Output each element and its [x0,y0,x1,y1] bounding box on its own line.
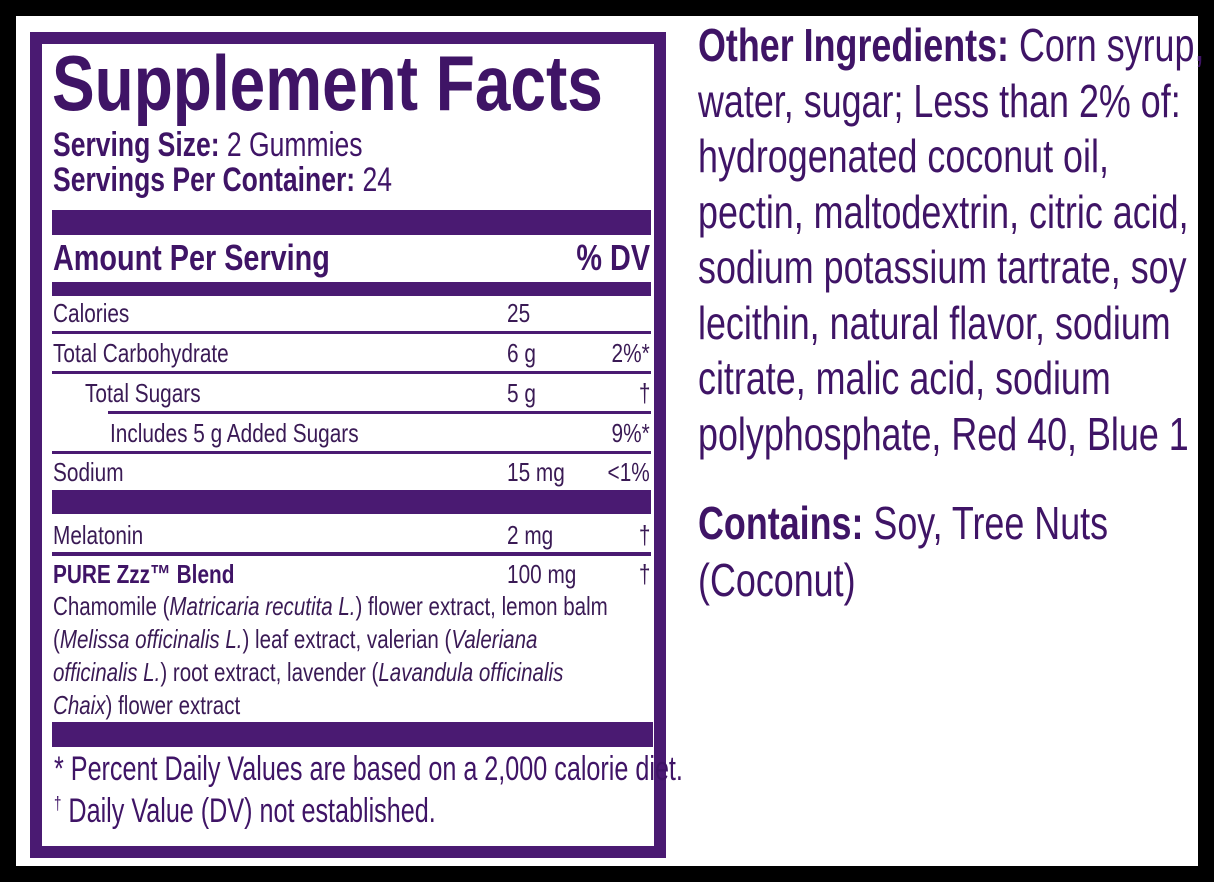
ingredients-text: Corn syrup, [1009,19,1205,71]
row-amount: 25 [507,298,531,328]
ingredients-text: pectin, maltodextrin, citric acid, [698,185,1189,238]
row-name: Sodium [53,457,124,487]
blend-description-line: (Melissa officinalis L.) leaf extract, v… [53,626,537,652]
facts-title: Supplement Facts [52,39,603,127]
dagger-mark: † [54,793,62,814]
latin-name: Chaix [53,690,106,720]
latin-name: Matricaria recutita L. [169,591,356,621]
servings-per-container-value: 24 [362,161,393,199]
supplement-facts-box [30,32,666,858]
servings-per-container-label: Servings Per Container: [53,161,356,199]
row-amount: 5 g [507,378,536,408]
footnote-text: Daily Value (DV) not established. [68,792,436,830]
contains-line: Contains: Soy, Tree Nuts [698,500,1108,546]
row-dv: <1% [607,457,650,487]
other-ingredients-line: citrate, malic acid, sodium [698,355,1111,401]
amount-per-serving-header: Amount Per Serving [53,237,330,278]
thick-divider [52,490,651,514]
serving-size-label: Serving Size: [53,126,220,164]
ingredients-text: water, sugar; Less than 2% of: [698,74,1181,127]
blend-text: ) flower extract [105,690,241,720]
other-ingredients-line: hydrogenated coconut oil, [698,133,1109,179]
latin-name: officinalis L. [53,657,161,687]
other-ingredients-line: polyphosphate, Red 40, Blue 1 [698,411,1189,457]
serving-size-value: 2 Gummies [226,126,363,164]
ingredients-text: sodium potassium tartrate, soy [698,241,1187,293]
row-name: PURE Zzz™ Blend [53,559,235,589]
thick-divider [52,210,651,235]
row-amount: 6 g [507,338,536,368]
row-name: Calories [53,298,130,328]
row-amount: 100 mg [507,559,577,589]
allergen-text: (Coconut) [698,554,856,606]
thin-divider [52,371,651,374]
row-name: Includes 5 g Added Sugars [110,418,359,448]
serving-size: Serving Size: 2 Gummies [53,128,363,162]
row-name: Total Carbohydrate [53,338,229,368]
row-amount: 15 mg [507,457,565,487]
thin-divider [108,411,651,414]
row-name: Total Sugars [85,378,201,408]
footnote-dv-not-established: † Daily Value (DV) not established. [54,794,436,828]
allergen-text: Soy, Tree Nuts [863,497,1109,549]
footnote-percent-dv: * Percent Daily Values are based on a 2,… [54,750,683,788]
thin-divider [52,552,651,556]
contains-label: Contains: [698,497,864,549]
ingredients-text: hydrogenated coconut oil, [698,130,1109,182]
other-ingredients-line: lecithin, natural flavor, sodium [698,300,1171,346]
blend-description-line: Chaix) flower extract [53,692,240,718]
blend-text: ) flower extract, lemon balm [355,591,608,621]
other-ingredients-line: water, sugar; Less than 2% of: [698,78,1181,124]
row-dv: † [638,378,650,408]
ingredients-text: polyphosphate, Red 40, Blue 1 [698,407,1189,460]
latin-name: Melissa officinalis L. [59,624,243,654]
row-amount: 2 mg [507,520,554,550]
latin-name: Valeriana [451,624,538,654]
dv-header: % DV [576,237,650,278]
row-dv: † [638,559,650,589]
other-ingredients-line: sodium potassium tartrate, soy [698,244,1187,290]
contains-line: (Coconut) [698,557,856,603]
latin-name: Lavandula officinalis [378,657,564,687]
row-dv: † [638,520,650,550]
blend-text: ( [53,624,60,654]
row-dv: 9%* [611,418,650,448]
other-ingredients-label: Other Ingredients: [698,19,1010,71]
medium-divider [52,282,651,296]
thick-divider [52,722,653,747]
ingredients-text: citrate, malic acid, sodium [698,352,1111,404]
other-ingredients-line: Other Ingredients: Corn syrup, [698,22,1204,68]
blend-text: ) root extract, lavender ( [160,657,379,687]
blend-text: Chamomile ( [53,591,170,621]
blend-description-line: Chamomile (Matricaria recutita L.) flowe… [53,593,608,619]
thin-divider [52,331,651,334]
other-ingredients-line: pectin, maltodextrin, citric acid, [698,189,1189,235]
blend-description-line: officinalis L.) root extract, lavender (… [53,659,563,685]
blend-text: ) leaf extract, valerian ( [242,624,452,654]
row-dv: 2%* [611,338,650,368]
row-name: Melatonin [53,520,144,550]
ingredients-text: lecithin, natural flavor, sodium [698,296,1171,349]
thin-divider [52,451,651,454]
servings-per-container: Servings Per Container: 24 [53,163,392,197]
